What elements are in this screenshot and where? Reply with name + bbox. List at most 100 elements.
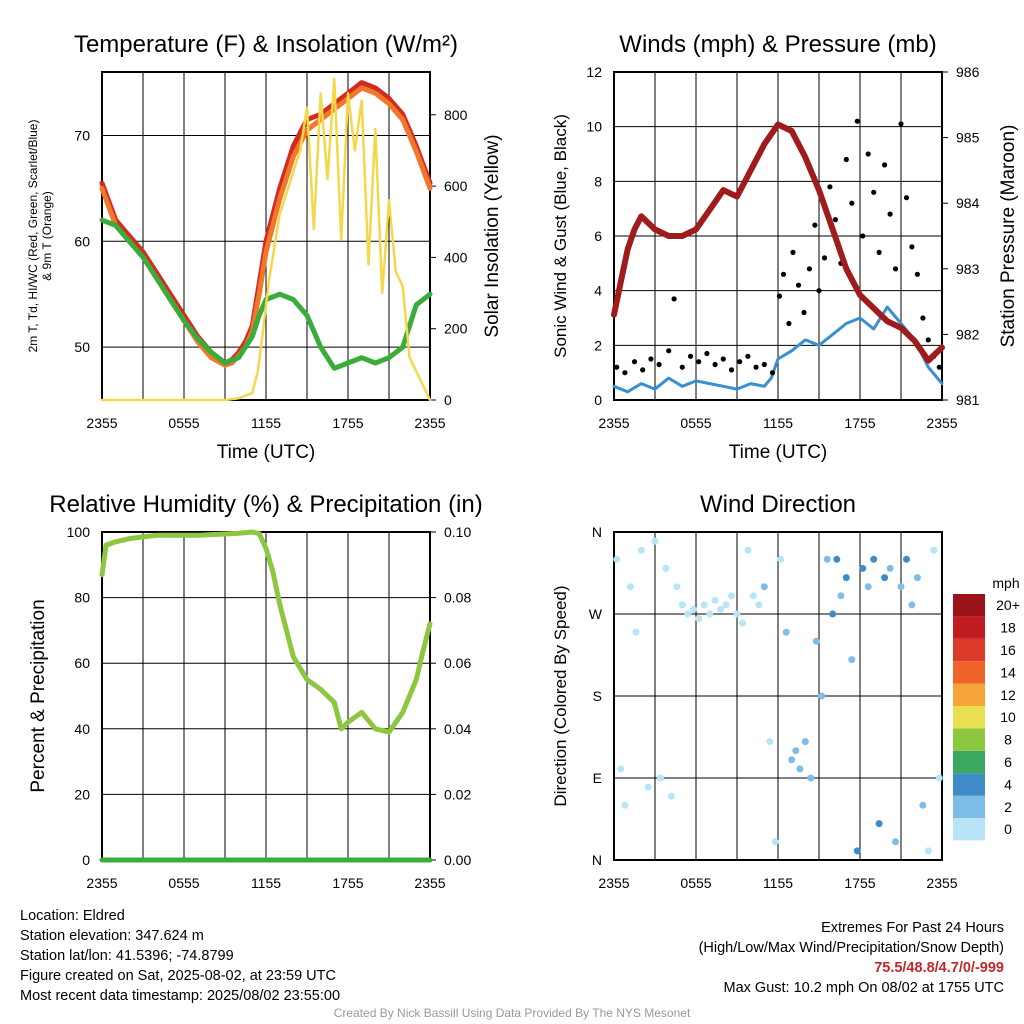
- series-line-relative-humidity: [99, 529, 433, 735]
- direction-point: [919, 801, 927, 809]
- colorbar-swatch: [953, 750, 985, 774]
- gust-point: [704, 350, 710, 357]
- y-axis-label: Percent & Precipitation: [28, 599, 49, 792]
- y2-tick-label: 0.08: [444, 590, 471, 606]
- x-tick-label: 1755: [332, 415, 363, 431]
- gust-point: [925, 337, 931, 343]
- chart-title: Winds (mph) & Pressure (mb): [619, 31, 936, 58]
- x-tick-label: 1755: [844, 415, 875, 431]
- direction-point: [749, 592, 757, 600]
- direction-point: [733, 610, 741, 618]
- colorbar: mph 0 2 4 6 8 10 12 14 16 18 20+: [953, 575, 1020, 841]
- direction-point: [755, 601, 763, 609]
- direction-point: [771, 838, 779, 846]
- direction-point: [617, 765, 625, 773]
- gust-point: [622, 370, 628, 376]
- extremes-values: 75.5/48.8/4.7/0/-999: [874, 960, 1004, 976]
- gust-point: [720, 356, 726, 362]
- gust-point: [903, 195, 910, 201]
- created-text: Figure created on Sat, 2025-08-02, at 23…: [20, 968, 336, 984]
- y2-tick-label: 986: [956, 64, 980, 80]
- colorbar-label: 10: [1000, 709, 1016, 725]
- direction-point: [829, 610, 837, 618]
- credit-text: Created By Nick Bassill Using Data Provi…: [333, 1006, 691, 1020]
- direction-point: [613, 555, 621, 563]
- direction-point: [722, 601, 730, 609]
- y-tick-label: 2: [594, 337, 602, 353]
- series-line-sonic-wind: [612, 305, 944, 394]
- colorbar-swatch: [953, 616, 985, 639]
- y-tick-label: 12: [586, 64, 602, 80]
- gust-point: [909, 244, 915, 250]
- direction-point: [695, 615, 703, 623]
- gust-point: [882, 162, 888, 168]
- colorbar-swatch: [953, 818, 985, 841]
- gust-point: [780, 271, 787, 277]
- gust-point: [737, 359, 743, 365]
- series-line-insolation: [100, 77, 432, 402]
- gust-point: [849, 200, 855, 206]
- elevation-text: Station elevation: 347.624 m: [20, 928, 204, 944]
- colorbar-swatch: [953, 661, 985, 684]
- direction-point: [626, 583, 634, 591]
- direction-point: [853, 847, 861, 855]
- direction-point: [637, 546, 645, 554]
- gust-point: [648, 356, 654, 362]
- plot-frame: [101, 71, 431, 401]
- direction-point: [782, 628, 790, 636]
- colorbar-label: 8: [1004, 732, 1012, 748]
- gust-point: [712, 361, 718, 368]
- chart-panel-wind-direction: 2355 0555 1155 1755 2355 Wind Direction N E S W N D…: [551, 491, 1020, 891]
- y2-tick-label: 800: [444, 107, 468, 123]
- direction-point: [875, 820, 883, 828]
- direction-point: [935, 774, 943, 782]
- gust-point: [920, 315, 926, 321]
- recent-text: Most recent data timestamp: 2025/08/02 2…: [20, 988, 341, 1004]
- gust-point: [753, 364, 759, 370]
- x-tick-label: 2355: [926, 875, 957, 891]
- gust-point: [816, 288, 822, 294]
- y2-tick-label: 400: [444, 249, 468, 265]
- direction-point: [833, 555, 841, 563]
- gust-point: [656, 361, 662, 368]
- y2-tick-label: 0.04: [444, 721, 471, 737]
- gust-point: [728, 367, 735, 373]
- x-tick-label: 1155: [763, 875, 793, 891]
- y2-tick-label: 0.06: [444, 655, 471, 671]
- direction-point: [859, 564, 867, 572]
- y2-axis-label: Solar Insolation (Yellow): [482, 134, 503, 337]
- direction-point: [924, 847, 932, 855]
- colorbar-swatch: [953, 683, 985, 706]
- gust-point: [821, 255, 828, 261]
- x-tick-label: 1155: [763, 415, 793, 431]
- y-tick-label: N: [592, 524, 602, 540]
- colorbar-swatch: [953, 706, 985, 729]
- direction-point: [801, 738, 809, 746]
- y2-tick-label: 200: [444, 321, 468, 337]
- y-tick-label: 60: [74, 655, 90, 671]
- colorbar-label: 6: [1004, 754, 1012, 770]
- direction-point: [717, 605, 725, 613]
- direction-point: [667, 792, 675, 800]
- direction-point: [864, 583, 872, 591]
- colorbar-label: 20+: [996, 597, 1020, 613]
- y-tick-label: 60: [74, 233, 90, 249]
- gust-point: [843, 156, 849, 163]
- gust-point: [790, 249, 796, 255]
- y-tick-label: N: [592, 852, 602, 868]
- x-axis-label: Time (UTC): [217, 442, 316, 463]
- y2-tick-label: 983: [956, 261, 980, 277]
- direction-point: [807, 774, 815, 782]
- chart-title: Relative Humidity (%) & Precipitation (i…: [49, 491, 482, 518]
- direction-point: [881, 574, 889, 582]
- gust-point: [614, 364, 620, 370]
- y-axis-label: Sonic Wind & Gust (Blue, Black): [551, 114, 570, 358]
- gust-point: [769, 370, 776, 376]
- direction-point: [823, 555, 831, 563]
- colorbar-unit: mph: [992, 575, 1019, 591]
- direction-point: [837, 592, 845, 600]
- x-tick-label: 2355: [86, 875, 117, 891]
- x-tick-label: 2355: [414, 875, 445, 891]
- direction-point: [678, 601, 686, 609]
- gust-point: [666, 348, 672, 354]
